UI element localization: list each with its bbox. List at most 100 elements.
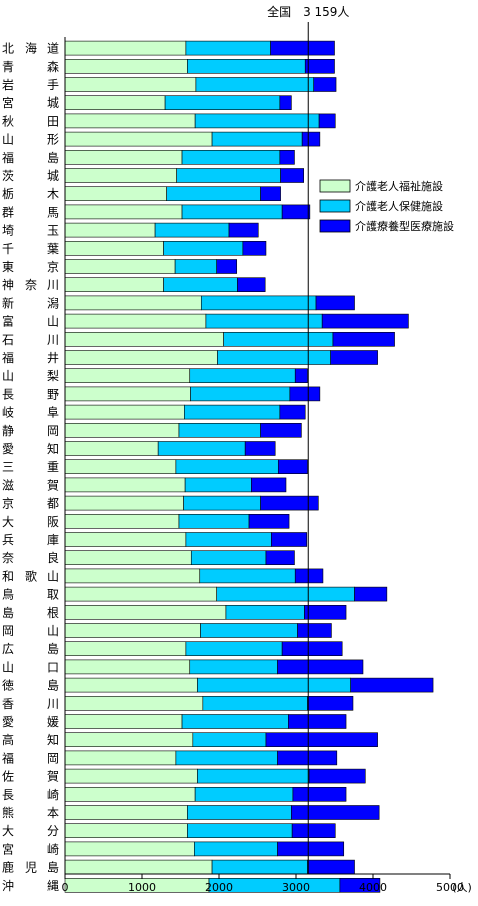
bar-群馬-series-3 <box>281 204 311 220</box>
bar-奈良-series-3 <box>265 550 295 566</box>
category-char: 島 <box>47 678 59 693</box>
category-char: 島 <box>47 860 59 875</box>
category-char: 高 <box>2 732 14 747</box>
bar-熊本-series-3 <box>291 805 380 820</box>
bar-福井-series-2 <box>217 350 331 365</box>
category-label-静岡: 静岡 <box>2 424 59 438</box>
category-label-山口: 山口 <box>2 660 59 674</box>
category-char: 山 <box>47 315 59 329</box>
category-char: 庫 <box>47 533 59 547</box>
category-label-千葉: 千葉 <box>2 242 59 256</box>
category-char: 兵 <box>2 533 14 547</box>
category-char: 秋 <box>2 114 14 128</box>
bar-宮崎-series-2 <box>194 841 278 857</box>
category-label-滋賀: 滋賀 <box>2 478 59 492</box>
category-char: 本 <box>47 806 59 820</box>
bar-北海道-series-3 <box>270 40 335 56</box>
bar-長崎-series-3 <box>292 786 347 802</box>
bar-熊本-series-2 <box>187 805 292 820</box>
category-char: 広 <box>2 642 14 656</box>
legend-label-1: 介護老人福祉施設 <box>355 179 443 193</box>
bar-島根-series-3 <box>304 604 347 620</box>
category-char: 大 <box>2 515 14 529</box>
category-char: 滋 <box>2 478 14 492</box>
category-char: 山 <box>47 624 59 638</box>
bar-青森-series-2 <box>187 58 306 74</box>
bar-山梨-series-1 <box>64 368 191 384</box>
bar-秋田-series-3 <box>318 113 336 129</box>
category-char: 鹿 <box>2 860 14 875</box>
category-char: 千 <box>2 242 14 256</box>
category-label-長野: 長野 <box>2 387 59 401</box>
category-label-栃木: 栃木 <box>2 187 59 201</box>
bar-千葉-series-2 <box>163 241 244 256</box>
category-char: 香 <box>2 697 14 711</box>
category-char: 井 <box>47 351 59 365</box>
category-char: 道 <box>47 42 59 56</box>
bar-富山-series-1 <box>64 313 207 329</box>
bar-佐賀-series-2 <box>197 768 310 784</box>
category-label-富山: 富山 <box>2 314 59 329</box>
bar-山梨-series-2 <box>189 368 296 384</box>
bar-福岡-series-2 <box>175 750 278 766</box>
bar-愛知-series-3 <box>244 441 276 456</box>
bar-兵庫-series-1 <box>64 532 187 547</box>
bar-島根-series-1 <box>64 604 227 620</box>
bar-香川-series-1 <box>64 695 204 711</box>
category-label-東京: 東京 <box>2 260 59 274</box>
bar-沖縄-series-3 <box>339 877 381 893</box>
bar-京都-series-1 <box>64 495 184 511</box>
category-char: 都 <box>47 497 59 511</box>
bar-高知-series-3 <box>265 732 378 748</box>
x-axis: 0 1000 2000 3000 4000 5000(人) <box>62 37 472 894</box>
category-char: 和 <box>2 569 14 583</box>
category-label-福岡: 福岡 <box>2 750 59 765</box>
category-label-福島: 福島 <box>2 150 59 165</box>
bar-神奈川-series-3 <box>237 277 266 293</box>
bar-静岡-series-3 <box>260 422 302 438</box>
category-char: 縄 <box>47 878 59 893</box>
category-char: 海 <box>25 41 37 56</box>
category-char: 奈 <box>25 278 37 292</box>
category-char: 岩 <box>2 77 14 92</box>
category-char: 梨 <box>47 369 59 383</box>
bar-宮崎-series-3 <box>277 841 345 857</box>
bar-兵庫-series-3 <box>271 532 308 547</box>
bar-高知-series-1 <box>64 732 194 748</box>
category-char: 木 <box>47 187 59 201</box>
bar-三重-series-2 <box>175 459 279 475</box>
category-label-神奈川: 神奈川 <box>2 278 59 292</box>
category-label-宮城: 宮城 <box>2 95 59 110</box>
bar-岡山-series-3 <box>297 623 332 638</box>
x-tick-label: 4000 <box>359 881 387 894</box>
legend-swatch-1 <box>319 179 351 193</box>
category-label-大阪: 大阪 <box>2 515 59 529</box>
bar-新潟-series-2 <box>200 295 317 311</box>
category-char: 新 <box>2 295 14 310</box>
category-char: 栃 <box>2 187 14 201</box>
bar-岡山-series-1 <box>64 623 201 638</box>
category-label-青森: 青森 <box>2 59 59 74</box>
bar-徳島-series-2 <box>197 677 351 693</box>
bar-東京-series-1 <box>64 259 176 274</box>
category-label-長崎: 長崎 <box>2 788 59 802</box>
category-label-岡山: 岡山 <box>2 624 59 638</box>
category-label-熊本: 熊本 <box>2 805 59 820</box>
bar-広島-series-3 <box>281 641 343 657</box>
category-char: 玉 <box>47 224 59 238</box>
category-label-兵庫: 兵庫 <box>2 533 59 547</box>
category-char: 根 <box>47 606 59 620</box>
category-char: 福 <box>2 150 14 165</box>
legend-label-2: 介護老人保健施設 <box>355 199 443 213</box>
bar-群馬-series-2 <box>181 204 283 220</box>
category-char: 川 <box>47 697 59 711</box>
bar-大分-series-1 <box>64 823 188 839</box>
bar-宮城-series-1 <box>64 95 166 110</box>
bar-徳島-series-3 <box>350 677 434 693</box>
x-axis-unit: (人) <box>452 881 472 894</box>
category-char: 手 <box>47 78 59 92</box>
bar-大阪-series-2 <box>178 513 250 529</box>
bar-山形-series-1 <box>64 131 213 147</box>
bar-青森-series-3 <box>304 58 335 74</box>
